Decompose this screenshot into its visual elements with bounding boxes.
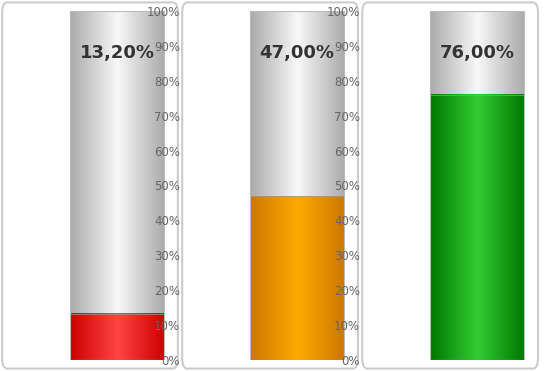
Text: 13,20%: 13,20%: [80, 44, 155, 62]
Text: 76,00%: 76,00%: [440, 44, 515, 62]
Text: 47,00%: 47,00%: [260, 44, 335, 62]
